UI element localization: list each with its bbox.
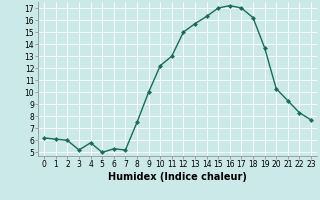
X-axis label: Humidex (Indice chaleur): Humidex (Indice chaleur) [108, 172, 247, 182]
